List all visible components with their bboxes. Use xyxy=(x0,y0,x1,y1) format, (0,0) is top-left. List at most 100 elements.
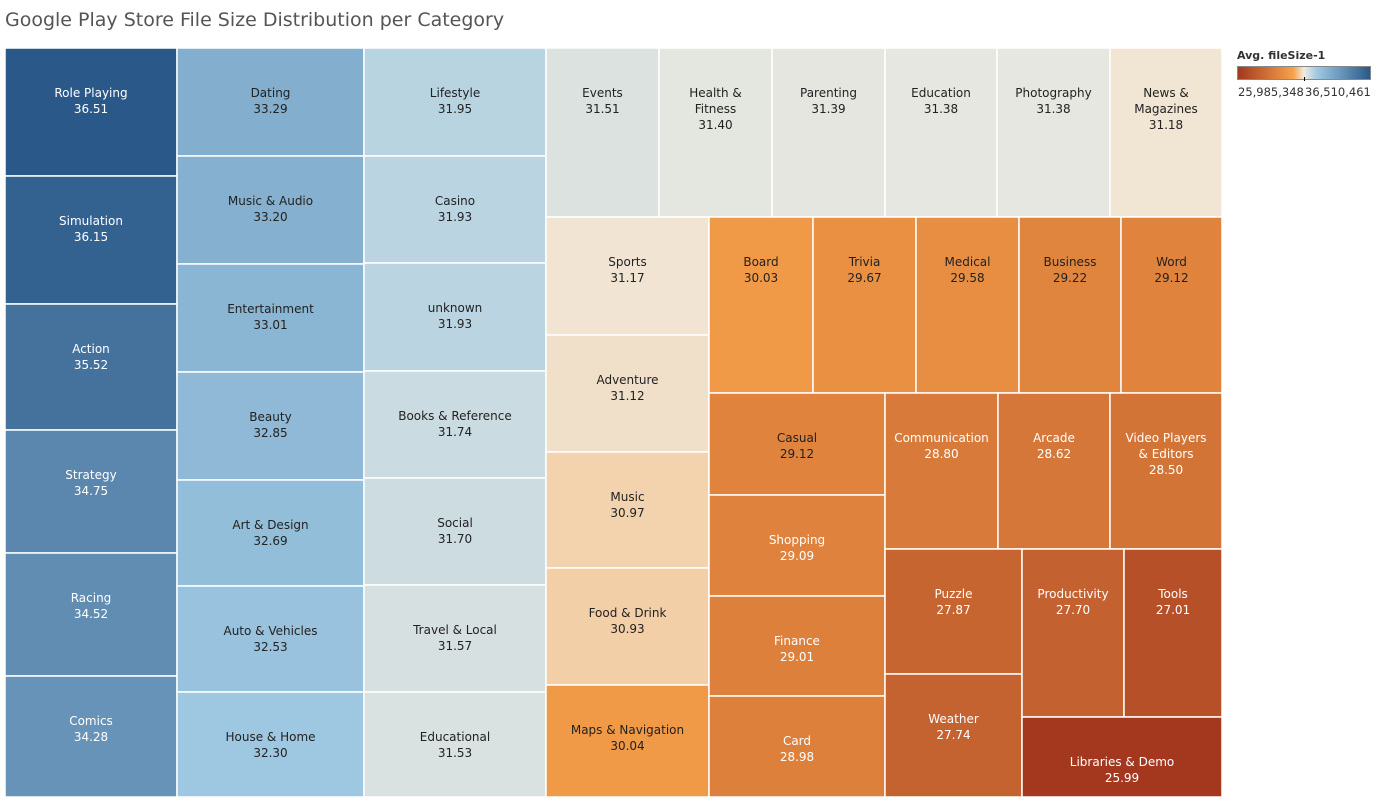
treemap-cell-health-and-fitness[interactable]: Health & Fitness 31.40 xyxy=(658,47,773,218)
treemap-cell-house-and-home[interactable]: House & Home 32.30 xyxy=(176,691,365,798)
treemap-cell-books-and-reference[interactable]: Books & Reference 31.74 xyxy=(363,370,547,479)
treemap-cell-libraries-and-demo[interactable]: Libraries & Demo 25.99 xyxy=(1021,716,1223,798)
treemap-rect-libraries-and-demo[interactable] xyxy=(1021,716,1223,798)
treemap-cell-trivia[interactable]: Trivia 29.67 xyxy=(812,216,917,394)
treemap-cell-social[interactable]: Social 31.70 xyxy=(363,477,547,586)
treemap-rect-music[interactable] xyxy=(545,451,710,569)
treemap-cell-sports[interactable]: Sports 31.17 xyxy=(545,216,710,336)
treemap-rect-entertainment[interactable] xyxy=(176,263,365,373)
treemap-cell-adventure[interactable]: Adventure 31.12 xyxy=(545,334,710,453)
treemap-cell-value: 29.12 xyxy=(780,447,814,461)
treemap-cell-medical[interactable]: Medical 29.58 xyxy=(915,216,1020,394)
treemap-rect-board[interactable] xyxy=(708,216,814,394)
treemap-rect-weather[interactable] xyxy=(884,673,1023,798)
treemap-rect-casual[interactable] xyxy=(708,392,886,496)
treemap-cell-label: Tools xyxy=(1157,587,1188,601)
treemap-cell-music-and-audio[interactable]: Music & Audio 33.20 xyxy=(176,155,365,265)
treemap-cell-lifestyle[interactable]: Lifestyle 31.95 xyxy=(363,47,547,157)
treemap-cell-unknown[interactable]: unknown 31.93 xyxy=(363,262,547,372)
treemap-rect-educational[interactable] xyxy=(363,691,547,798)
treemap-cell-video-players-and-editors[interactable]: Video Players & Editors 28.50 xyxy=(1109,392,1223,550)
treemap-cell-action[interactable]: Action 35.52 xyxy=(4,303,178,431)
treemap-cell-finance[interactable]: Finance 29.01 xyxy=(708,595,886,697)
treemap-cell-maps-and-navigation[interactable]: Maps & Navigation 30.04 xyxy=(545,684,710,798)
treemap-cell-casual[interactable]: Casual 29.12 xyxy=(708,392,886,496)
treemap-cell-tools[interactable]: Tools 27.01 xyxy=(1123,548,1223,718)
treemap-cell-art-and-design[interactable]: Art & Design 32.69 xyxy=(176,479,365,587)
treemap-cell-parenting[interactable]: Parenting 31.39 xyxy=(771,47,886,218)
treemap-rect-video-players-and-editors[interactable] xyxy=(1109,392,1223,550)
treemap-rect-art-and-design[interactable] xyxy=(176,479,365,587)
treemap-cell-casino[interactable]: Casino 31.93 xyxy=(363,155,547,264)
treemap-rect-arcade[interactable] xyxy=(997,392,1111,550)
treemap-cell-business[interactable]: Business 29.22 xyxy=(1018,216,1122,394)
treemap-rect-adventure[interactable] xyxy=(545,334,710,453)
treemap-rect-medical[interactable] xyxy=(915,216,1020,394)
treemap-rect-finance[interactable] xyxy=(708,595,886,697)
treemap-cell-education[interactable]: Education 31.38 xyxy=(884,47,998,218)
treemap-cell-arcade[interactable]: Arcade 28.62 xyxy=(997,392,1111,550)
treemap-cell-auto-and-vehicles[interactable]: Auto & Vehicles 32.53 xyxy=(176,585,365,693)
treemap-cell-label: Music & Audio xyxy=(228,194,313,208)
treemap-cell-strategy[interactable]: Strategy 34.75 xyxy=(4,429,178,554)
treemap-cell-music[interactable]: Music 30.97 xyxy=(545,451,710,569)
treemap-rect-business[interactable] xyxy=(1018,216,1122,394)
treemap-rect-puzzle[interactable] xyxy=(884,548,1023,675)
treemap-cell-weather[interactable]: Weather 27.74 xyxy=(884,673,1023,798)
treemap-rect-health-and-fitness[interactable] xyxy=(658,47,773,218)
treemap-rect-photography[interactable] xyxy=(996,47,1111,218)
treemap-cell-beauty[interactable]: Beauty 32.85 xyxy=(176,371,365,481)
treemap-rect-racing[interactable] xyxy=(4,552,178,677)
treemap-cell-comics[interactable]: Comics 34.28 xyxy=(4,675,178,798)
treemap-rect-productivity[interactable] xyxy=(1021,548,1125,718)
treemap-rect-music-and-audio[interactable] xyxy=(176,155,365,265)
treemap-rect-communication[interactable] xyxy=(884,392,999,550)
treemap-rect-tools[interactable] xyxy=(1123,548,1223,718)
treemap-rect-sports[interactable] xyxy=(545,216,710,336)
treemap-rect-lifestyle[interactable] xyxy=(363,47,547,157)
treemap-cell-food-and-drink[interactable]: Food & Drink 30.93 xyxy=(545,567,710,686)
treemap-cell-value: 29.22 xyxy=(1053,271,1087,285)
treemap-rect-auto-and-vehicles[interactable] xyxy=(176,585,365,693)
treemap-cell-simulation[interactable]: Simulation 36.15 xyxy=(4,175,178,305)
treemap-cell-label: Word xyxy=(1156,255,1187,269)
treemap-rect-card[interactable] xyxy=(708,695,886,798)
treemap-cell-entertainment[interactable]: Entertainment 33.01 xyxy=(176,263,365,373)
treemap-rect-house-and-home[interactable] xyxy=(176,691,365,798)
treemap-cell-label: Finance xyxy=(774,634,820,648)
treemap-cell-board[interactable]: Board 30.03 xyxy=(708,216,814,394)
treemap-rect-maps-and-navigation[interactable] xyxy=(545,684,710,798)
treemap-rect-social[interactable] xyxy=(363,477,547,586)
treemap-cell-role-playing[interactable]: Role Playing 36.51 xyxy=(4,47,178,177)
treemap-cell-dating[interactable]: Dating 33.29 xyxy=(176,47,365,157)
treemap-rect-news-and-magazines[interactable] xyxy=(1109,47,1223,218)
treemap-cell-racing[interactable]: Racing 34.52 xyxy=(4,552,178,677)
treemap-cell-news-and-magazines[interactable]: News & Magazines 31.18 xyxy=(1109,47,1223,218)
treemap-rect-trivia[interactable] xyxy=(812,216,917,394)
treemap-cell-value: 34.75 xyxy=(74,484,108,498)
treemap-rect-dating[interactable] xyxy=(176,47,365,157)
treemap-rect-shopping[interactable] xyxy=(708,494,886,597)
treemap-cell-puzzle[interactable]: Puzzle 27.87 xyxy=(884,548,1023,675)
treemap-rect-parenting[interactable] xyxy=(771,47,886,218)
legend-title: Avg. fileSize-1 xyxy=(1237,49,1326,62)
treemap-cell-photography[interactable]: Photography 31.38 xyxy=(996,47,1111,218)
treemap-cell-events[interactable]: Events 31.51 xyxy=(545,47,660,218)
treemap-cell-card[interactable]: Card 28.98 xyxy=(708,695,886,798)
treemap-rect-comics[interactable] xyxy=(4,675,178,798)
treemap-cell-value: 28.80 xyxy=(924,447,958,461)
treemap-cell-label: Board xyxy=(743,255,778,269)
treemap-cell-educational[interactable]: Educational 31.53 xyxy=(363,691,547,798)
treemap-cell-communication[interactable]: Communication 28.80 xyxy=(884,392,999,550)
treemap-cell-shopping[interactable]: Shopping 29.09 xyxy=(708,494,886,597)
treemap-cell-productivity[interactable]: Productivity 27.70 xyxy=(1021,548,1125,718)
treemap-rect-books-and-reference[interactable] xyxy=(363,370,547,479)
treemap-rect-word[interactable] xyxy=(1120,216,1223,394)
treemap-cell-travel-and-local[interactable]: Travel & Local 31.57 xyxy=(363,584,547,693)
treemap-cell-word[interactable]: Word 29.12 xyxy=(1120,216,1223,394)
treemap-rect-education[interactable] xyxy=(884,47,998,218)
treemap-rect-events[interactable] xyxy=(545,47,660,218)
treemap-cell-value: 30.04 xyxy=(610,739,644,753)
treemap-rect-casino[interactable] xyxy=(363,155,547,264)
treemap-rect-unknown[interactable] xyxy=(363,262,547,372)
